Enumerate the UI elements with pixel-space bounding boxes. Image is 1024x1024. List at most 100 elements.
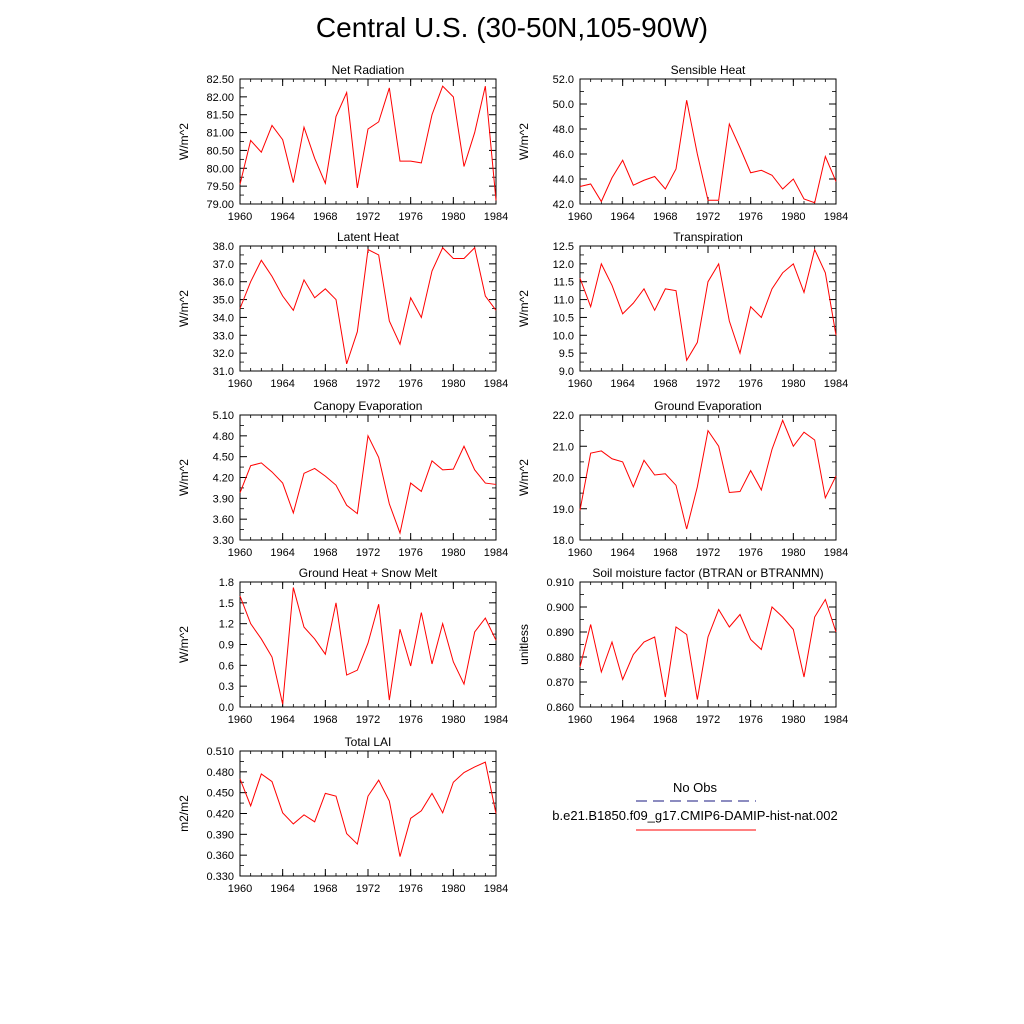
x-tick-label: 1960 (228, 883, 252, 895)
y-tick-label: 12.0 (553, 259, 574, 271)
y-tick-label: 0.9 (219, 640, 234, 652)
x-tick-label: 1968 (313, 547, 337, 559)
x-tick-label: 1960 (228, 547, 252, 559)
panel-1: Net Radiation W/m^2 1960 1964 1968 1972 1976 19… (177, 63, 508, 223)
x-tick-label: 1960 (228, 378, 252, 390)
x-tick-label: 1964 (610, 211, 634, 223)
y-tick-label: 0.510 (206, 746, 234, 758)
x-tick-label: 1984 (824, 714, 848, 726)
x-tick-label: 1980 (441, 883, 465, 895)
plot-frame (239, 414, 497, 541)
y-tick-label: 19.0 (553, 504, 574, 516)
plot-frame (579, 245, 837, 372)
y-tick-label: 0.6 (219, 660, 234, 672)
x-tick-label: 1960 (568, 714, 592, 726)
y-tick-label: 48.0 (553, 124, 574, 136)
y-tick-label: 81.00 (206, 128, 234, 140)
x-tick-label: 1972 (696, 378, 720, 390)
plot-frame (579, 581, 837, 708)
y-tick-label: 33.0 (213, 330, 234, 342)
x-tick-label: 1984 (484, 211, 508, 223)
series-line (579, 598, 837, 700)
y-tick-label: 0.420 (206, 809, 234, 821)
x-tick-label: 1968 (313, 714, 337, 726)
x-tick-label: 1964 (270, 883, 294, 895)
x-tick-label: 1980 (781, 378, 805, 390)
y-tick-label: 35.0 (213, 295, 234, 307)
y-tick-label: 0.880 (546, 652, 574, 664)
x-tick-label: 1980 (781, 547, 805, 559)
panel-title: Sensible Heat (671, 63, 746, 77)
y-axis-label: m2/m2 (177, 795, 191, 832)
plot-frame (579, 414, 837, 541)
panel-title: Soil moisture factor (BTRAN or BTRANMN) (592, 566, 823, 580)
y-tick-label: 0.0 (219, 702, 234, 714)
y-axis-label: unitless (517, 624, 531, 665)
x-tick-label: 1972 (696, 211, 720, 223)
y-tick-label: 0.900 (546, 602, 574, 614)
y-axis-label: W/m^2 (517, 290, 531, 327)
x-tick-label: 1960 (228, 714, 252, 726)
y-tick-label: 1.2 (219, 619, 234, 631)
x-tick-label: 1964 (270, 714, 294, 726)
panel-3: Latent Heat W/m^2 1960 1964 1968 1972 1976 1980… (177, 230, 508, 390)
x-tick-label: 1976 (398, 378, 422, 390)
y-tick-label: 3.90 (213, 493, 234, 505)
y-axis-label: W/m^2 (177, 123, 191, 160)
x-tick-label: 1972 (356, 211, 380, 223)
y-tick-label: 0.360 (206, 850, 234, 862)
x-tick-label: 1960 (568, 547, 592, 559)
x-tick-label: 1964 (270, 378, 294, 390)
plot-frame (239, 750, 497, 877)
x-tick-label: 1968 (653, 714, 677, 726)
y-tick-label: 0.3 (219, 681, 234, 693)
y-tick-label: 79.00 (206, 199, 234, 211)
x-tick-label: 1964 (270, 211, 294, 223)
x-tick-label: 1972 (696, 547, 720, 559)
series-line (239, 85, 497, 201)
x-tick-label: 1980 (441, 211, 465, 223)
x-tick-label: 1968 (653, 547, 677, 559)
y-tick-label: 10.5 (553, 312, 574, 324)
x-tick-label: 1960 (568, 211, 592, 223)
series-line (579, 248, 837, 362)
y-tick-label: 0.860 (546, 702, 574, 714)
x-tick-label: 1964 (610, 714, 634, 726)
y-tick-label: 42.0 (553, 199, 574, 211)
y-tick-label: 38.0 (213, 241, 234, 253)
x-tick-label: 1976 (738, 714, 762, 726)
legend-model-label: b.e21.B1850.f09_g17.CMIP6-DAMIP-hist-nat… (552, 808, 837, 823)
x-tick-label: 1968 (313, 211, 337, 223)
x-tick-label: 1968 (653, 211, 677, 223)
x-tick-label: 1984 (484, 714, 508, 726)
y-tick-label: 21.0 (553, 441, 574, 453)
y-tick-label: 0.890 (546, 627, 574, 639)
x-tick-label: 1972 (696, 714, 720, 726)
panel-5: Canopy Evaporation W/m^2 1960 1964 1968 1972 1… (177, 399, 508, 559)
x-tick-label: 1976 (398, 883, 422, 895)
y-tick-label: 18.0 (553, 535, 574, 547)
plot-frame (239, 245, 497, 372)
y-tick-label: 9.0 (559, 366, 574, 378)
x-tick-label: 1980 (441, 714, 465, 726)
panel-9: Total LAI m2/m2 1960 1964 1968 1972 1976 1980 19… (177, 735, 508, 895)
x-tick-label: 1968 (653, 378, 677, 390)
y-tick-label: 11.5 (553, 277, 574, 289)
y-tick-label: 11.0 (553, 295, 574, 307)
y-tick-label: 80.00 (206, 163, 234, 175)
y-tick-label: 34.0 (213, 312, 234, 324)
y-axis-label: W/m^2 (517, 123, 531, 160)
plot-frame (239, 581, 497, 708)
x-tick-label: 1960 (568, 378, 592, 390)
y-tick-label: 37.0 (213, 259, 234, 271)
y-tick-label: 32.0 (213, 348, 234, 360)
x-tick-label: 1984 (824, 547, 848, 559)
x-tick-label: 1980 (441, 378, 465, 390)
y-tick-label: 1.8 (219, 577, 234, 589)
y-tick-label: 82.00 (206, 92, 234, 104)
x-tick-label: 1976 (398, 211, 422, 223)
y-tick-label: 50.0 (553, 99, 574, 111)
y-tick-label: 82.50 (206, 74, 234, 86)
